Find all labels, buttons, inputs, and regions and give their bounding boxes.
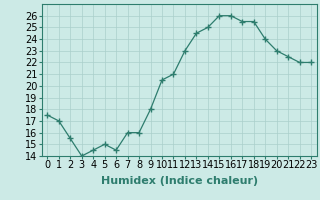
X-axis label: Humidex (Indice chaleur): Humidex (Indice chaleur) [100,176,258,186]
